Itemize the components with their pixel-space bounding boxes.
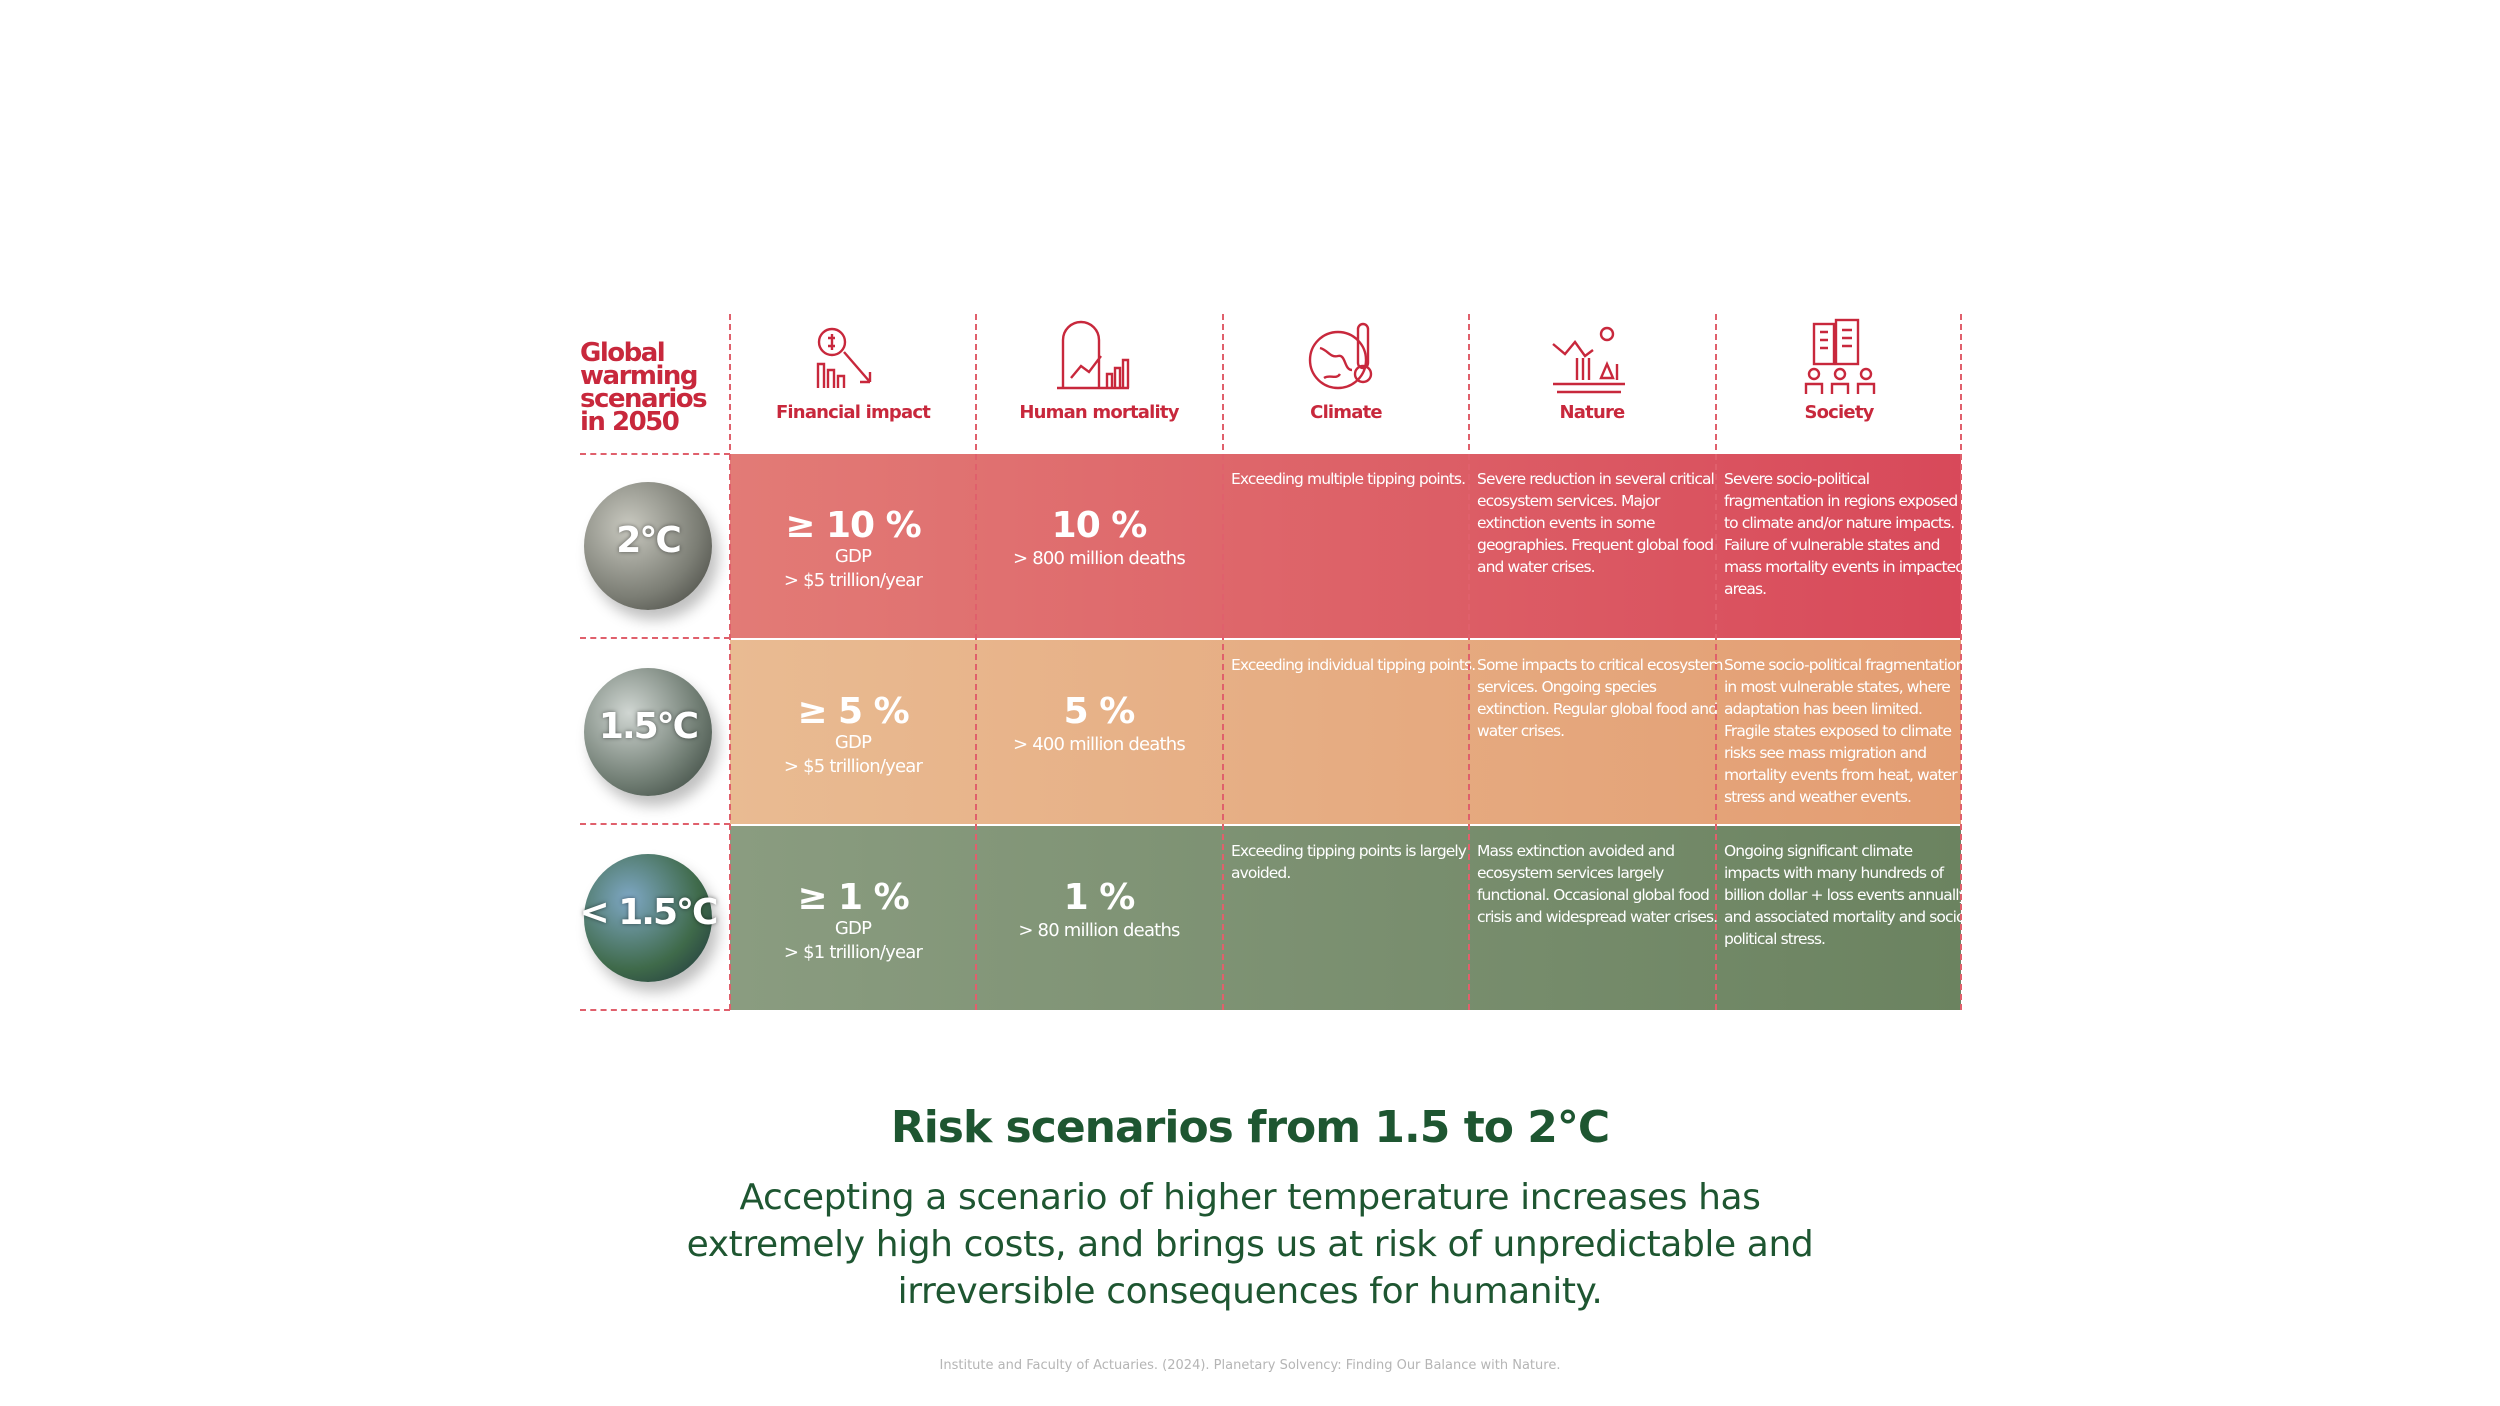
globe	[584, 854, 712, 982]
icon-society	[1804, 318, 1876, 394]
title: Risk scenarios from 1.5 to 2°C	[890, 1102, 1610, 1153]
climate-text: Exceeding individual tipping points.	[1231, 656, 1476, 674]
column-header: Climate	[1310, 402, 1382, 423]
row-divider	[580, 637, 730, 639]
financial-detail: > $5 trillion/year	[783, 570, 923, 591]
financial-value: ≥ 10 %	[785, 505, 921, 546]
icon-climate	[1308, 322, 1373, 390]
column-divider	[1468, 314, 1470, 1010]
mortality-detail: > 80 million deaths	[1018, 920, 1180, 941]
row-divider	[580, 823, 730, 825]
financial-cell: ≥ 10 % GDP > $5 trillion/year	[730, 506, 976, 594]
financial-cell: ≥ 5 % GDP > $5 trillion/year	[730, 692, 976, 780]
row-background	[730, 640, 1961, 824]
society-text: Ongoing significant climate impacts with…	[1724, 842, 1970, 948]
climate-text: Exceeding tipping points is largely avoi…	[1231, 842, 1467, 882]
mortality-detail: > 800 million deaths	[1013, 548, 1186, 569]
row-background	[730, 454, 1961, 638]
mortality-cell: 10 % > 800 million deaths	[976, 506, 1222, 572]
icon-nature	[1552, 326, 1625, 394]
row-divider	[580, 1009, 730, 1011]
subtitle: Accepting a scenario of higher temperatu…	[686, 1177, 1814, 1312]
financial-detail: > $5 trillion/year	[783, 756, 923, 777]
icon-financial	[816, 327, 872, 388]
globe	[584, 668, 712, 796]
mortality-cell: 5 % > 400 million deaths	[976, 692, 1222, 758]
mortality-cell: 1 % > 80 million deaths	[976, 878, 1222, 944]
row-label-header: Global warming scenarios in 2050	[580, 338, 708, 437]
scenario-label: 1.5°C	[598, 706, 699, 747]
scenario-label: < 1.5°C	[579, 892, 719, 933]
column-header: Nature	[1559, 402, 1626, 423]
column-divider	[1222, 314, 1224, 1010]
financial-unit: GDP	[834, 732, 872, 753]
column-divider	[729, 314, 731, 1010]
icon-mortality	[1057, 320, 1130, 390]
financial-value: ≥ 1 %	[797, 877, 909, 918]
financial-value: ≥ 5 %	[797, 691, 909, 732]
row-background	[730, 826, 1961, 1010]
financial-unit: GDP	[834, 546, 872, 567]
scenario-label: 2°C	[616, 520, 681, 561]
nature-text: Mass extinction avoided and ecosystem se…	[1477, 842, 1718, 926]
society-text: Severe socio-political fragmentation in …	[1724, 470, 1965, 598]
financial-detail: > $1 trillion/year	[783, 942, 923, 963]
source: Institute and Faculty of Actuaries. (202…	[939, 1358, 1561, 1373]
globe	[584, 482, 712, 610]
mortality-detail: > 400 million deaths	[1013, 734, 1186, 755]
row-divider	[580, 453, 730, 455]
society-text: Some socio-political fragmentation in mo…	[1724, 656, 1965, 806]
mortality-value: 1 %	[1063, 877, 1136, 918]
nature-text: Some impacts to critical ecosystem servi…	[1477, 656, 1723, 740]
mortality-value: 10 %	[1051, 505, 1148, 546]
financial-cell: ≥ 1 % GDP > $1 trillion/year	[730, 878, 976, 966]
mortality-value: 5 %	[1063, 691, 1136, 732]
column-divider	[1960, 314, 1962, 1010]
column-header: Financial impact	[775, 402, 931, 423]
column-header: Society	[1804, 402, 1874, 423]
column-divider	[975, 314, 977, 1010]
financial-unit: GDP	[834, 918, 872, 939]
nature-text: Severe reduction in several critical eco…	[1477, 470, 1715, 576]
column-header: Human mortality	[1019, 402, 1179, 423]
climate-text: Exceeding multiple tipping points.	[1231, 470, 1466, 488]
column-divider	[1715, 314, 1717, 1010]
